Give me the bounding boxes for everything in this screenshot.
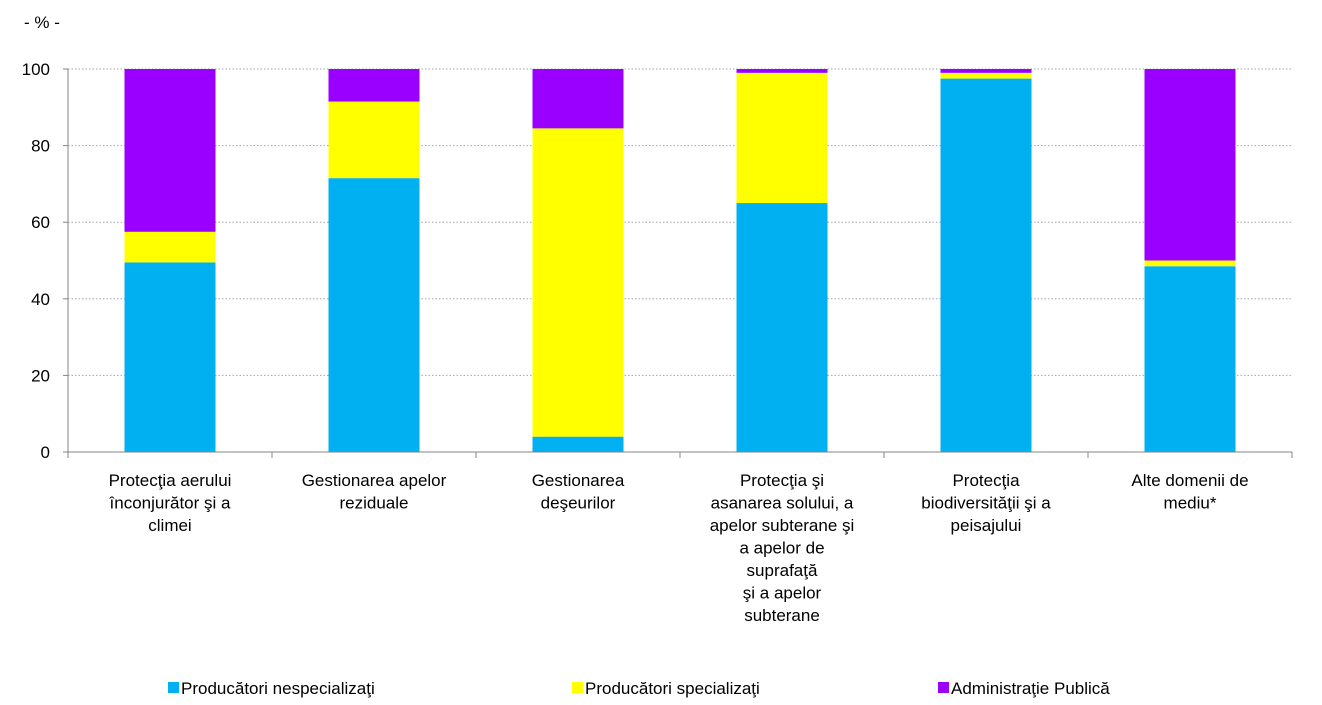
x-tick-label-line: climei [148,516,191,535]
bar-segment [736,69,828,73]
y-tick-label: 40 [31,290,50,309]
bar-segment [940,78,1032,452]
legend-label: Administraţie Publică [951,679,1110,698]
x-tick-label-line: subterane [744,606,820,625]
bar-segment [328,178,420,452]
bar-segment [1144,260,1236,267]
bar-segment [736,203,828,452]
x-tick-label: Gestionarea deşeurilor [532,471,625,513]
y-tick-label: 80 [31,137,50,156]
x-tick-label: Protecţia aerului înconjurător şi a climei [109,471,232,535]
bar-segment [736,72,828,204]
bar-segment [1144,69,1236,261]
x-tick-label-line: reziduale [340,494,409,513]
bar-segment [1144,266,1236,452]
bar-segment [532,436,624,452]
x-tick-label-line: şi a apelor [743,584,822,603]
x-tick-label: Gestionarea apelor reziduale [302,471,447,513]
x-tick-label-line: înconjurător şi a [109,494,231,513]
legend-swatch [168,682,179,693]
legend-label: Producători specializaţi [585,679,760,698]
y-tick-label: 20 [31,366,50,385]
bar-segment [940,72,1032,79]
legend-swatch [572,682,583,693]
y-tick-label: 60 [31,213,50,232]
x-tick-label-line: deşeurilor [541,494,616,513]
x-tick-label-line: biodiversităţii şi a [921,494,1051,513]
x-tick-label-line: Alte domenii de [1131,471,1248,490]
x-tick-label: Protecţia şi asanarea solului, a apelor su… [710,471,855,625]
bar-segment [124,69,216,232]
bar-segment [532,128,624,437]
x-tick-label-line: Gestionarea [532,471,625,490]
x-tick-label-line: suprafaţă [747,561,818,580]
x-tick-label-line: apelor subterane şi [710,516,855,535]
x-tick-label-line: peisajului [951,516,1022,535]
x-tick-label-line: Protecţia aerului [109,471,232,490]
x-tick-label-line: Protecţia şi [740,471,824,490]
y-tick-label: 100 [22,60,50,79]
y-tick-label: 0 [41,443,50,462]
legend-swatch [938,682,949,693]
bar-segment [124,262,216,452]
y-unit-label: - % - [24,13,60,32]
legend-label: Producători nespecializaţi [181,679,375,698]
bar-segment [124,231,216,263]
x-tick-label-line: Protecţia [952,471,1020,490]
bar-segment [532,69,624,129]
x-tick-label-line: asanarea solului, a [711,494,854,513]
x-tick-label-line: Gestionarea apelor [302,471,447,490]
x-tick-label: Protecţia biodiversităţii şi a peisajului [921,471,1051,535]
x-tick-label-line: a apelor de [739,539,824,558]
bar-segment [328,101,420,179]
x-tick-label-line: mediu* [1164,494,1217,513]
bar-segment [328,69,420,102]
x-tick-label: Alte domenii de mediu* [1131,471,1248,513]
bar-segment [940,69,1032,73]
